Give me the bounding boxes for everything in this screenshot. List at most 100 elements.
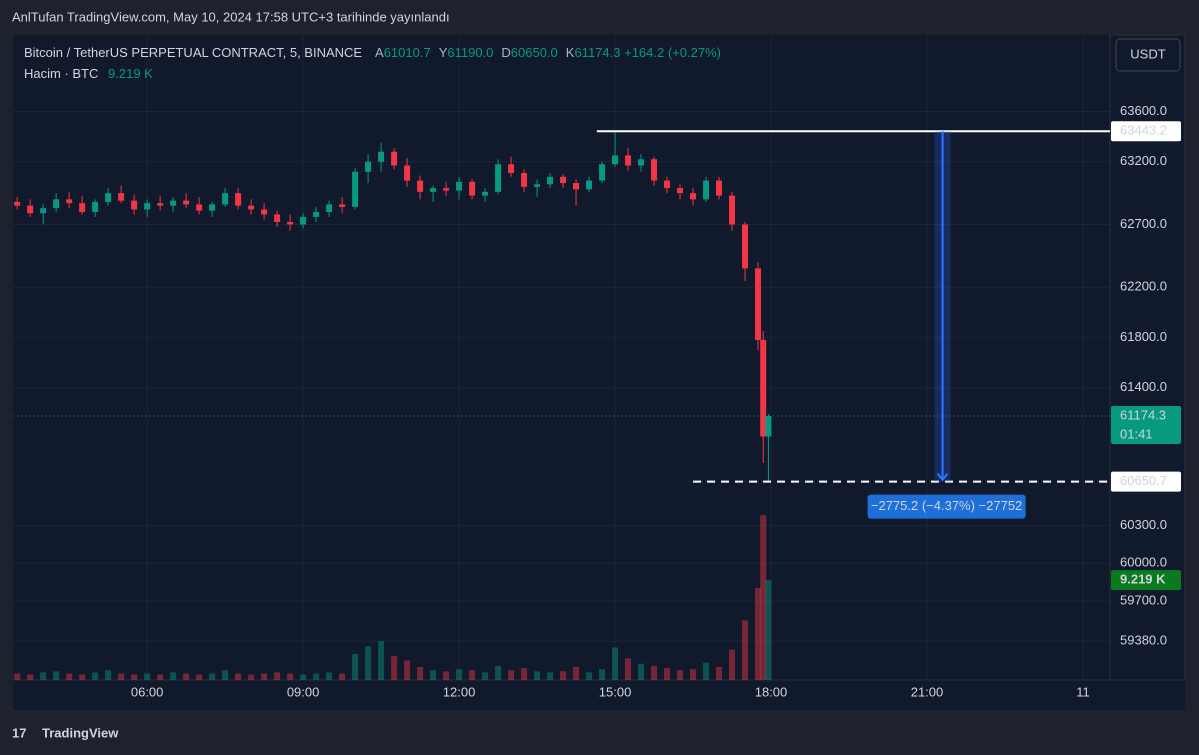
x-tick-label: 12:00 — [443, 684, 476, 699]
candle-body — [586, 180, 593, 190]
volume-bar — [703, 662, 710, 680]
chart-panel — [13, 35, 1185, 710]
volume-legend: Hacim · BTC 9.219 K — [24, 66, 153, 81]
candle-body — [365, 161, 372, 172]
candle-body — [53, 199, 60, 209]
candle-body — [638, 159, 645, 166]
measure-arrow-head — [936, 473, 949, 482]
volume-bar — [365, 646, 372, 680]
candle-body — [765, 415, 772, 437]
candle-body — [469, 181, 476, 196]
brand: TradingView — [42, 725, 119, 740]
y-tick-label: 61400.0 — [1120, 379, 1167, 394]
measure-box — [867, 494, 1026, 519]
volume-value: 9.219 K — [108, 66, 153, 81]
candle-body — [27, 205, 34, 214]
volume-bar — [456, 669, 463, 680]
candle-body — [508, 164, 515, 174]
candle-body — [755, 268, 762, 340]
volume-bar — [131, 674, 138, 680]
candle-body — [274, 214, 281, 222]
y-tick-label: 61800.0 — [1120, 329, 1167, 344]
volume-bar — [92, 672, 99, 680]
currency-label[interactable]: USDT — [1130, 46, 1165, 61]
volume-bar — [482, 672, 489, 680]
volume-bar — [261, 673, 268, 680]
volume-bar — [27, 674, 34, 680]
volume-bar — [417, 666, 424, 680]
volume-bar — [66, 673, 73, 680]
volume-bar — [495, 665, 502, 680]
candle-body — [404, 165, 411, 181]
volume-bar — [40, 672, 47, 680]
volume-bar — [443, 671, 450, 680]
volume-bar — [14, 673, 21, 680]
candle-body — [443, 188, 450, 191]
candle-body — [729, 195, 736, 225]
ohlc-key: Y — [439, 45, 448, 60]
ohlc-key: D — [501, 45, 510, 60]
candle-body — [183, 200, 190, 205]
volume-bar — [248, 674, 255, 680]
volume-bar — [144, 673, 151, 680]
volume-bar — [765, 580, 772, 680]
candle-body — [92, 201, 99, 212]
logo-mark: 17 — [12, 725, 26, 740]
volume-bar — [378, 640, 385, 680]
candle-body — [716, 180, 723, 196]
candle-body — [521, 173, 528, 187]
volume-bar — [612, 647, 619, 680]
volume-bar — [404, 660, 411, 680]
candle-body — [760, 339, 767, 437]
ohlc-value: 60650.0 — [511, 45, 558, 60]
candle-body — [339, 204, 346, 207]
volume-bar — [508, 670, 515, 680]
candle-body — [677, 188, 684, 194]
candle-body — [118, 193, 125, 201]
volume-bar — [742, 620, 749, 680]
y-tick-label: 63200.0 — [1120, 153, 1167, 168]
y-tick-label: 59380.0 — [1120, 633, 1167, 648]
volume-bar — [79, 674, 86, 680]
candle-body — [235, 193, 242, 206]
candle-body — [742, 224, 749, 269]
volume-bar — [274, 672, 281, 680]
candle-body — [131, 200, 138, 210]
currency-button[interactable] — [1115, 38, 1181, 72]
volume-bar — [222, 670, 229, 680]
candle-body — [612, 155, 619, 165]
countdown: 01:41 — [1120, 426, 1153, 441]
volume-bar — [157, 674, 164, 680]
x-tick-label: 18:00 — [755, 684, 788, 699]
candle-body — [326, 204, 333, 212]
candle-body — [534, 184, 541, 187]
candle-body — [287, 221, 294, 225]
x-tick-label: 09:00 — [287, 684, 320, 699]
ohlc-value: 61010.7 — [384, 45, 431, 60]
footer-logo: 17 — [12, 725, 26, 740]
volume-bar — [677, 670, 684, 680]
candle-body — [352, 171, 359, 207]
volume-bar — [755, 587, 762, 680]
volume-bar — [170, 672, 177, 680]
level-box — [1111, 121, 1181, 142]
legend: Bitcoin / TetherUS PERPETUAL CONTRACT, 5… — [24, 45, 721, 60]
volume-bar — [300, 674, 307, 680]
volume-bar — [469, 670, 476, 680]
level-box — [1111, 471, 1181, 492]
publisher: AnlTufan TradingView.com, May 10, 2024 1… — [12, 9, 450, 24]
volume-title: Hacim · BTC — [24, 66, 98, 81]
volume-bar — [560, 671, 567, 680]
candle-body — [209, 204, 216, 211]
ohlc-value: 61190.0 — [447, 45, 493, 60]
volume-bar — [209, 673, 216, 680]
candle-body — [248, 205, 255, 210]
last-price-box — [1111, 405, 1181, 444]
volume-bar — [352, 653, 359, 680]
volume-bar — [53, 671, 60, 680]
candle-body — [391, 151, 398, 166]
ohlc-key: K — [566, 45, 575, 60]
x-tick-label: 21:00 — [911, 684, 944, 699]
y-tick-label: 63600.0 — [1120, 103, 1167, 118]
